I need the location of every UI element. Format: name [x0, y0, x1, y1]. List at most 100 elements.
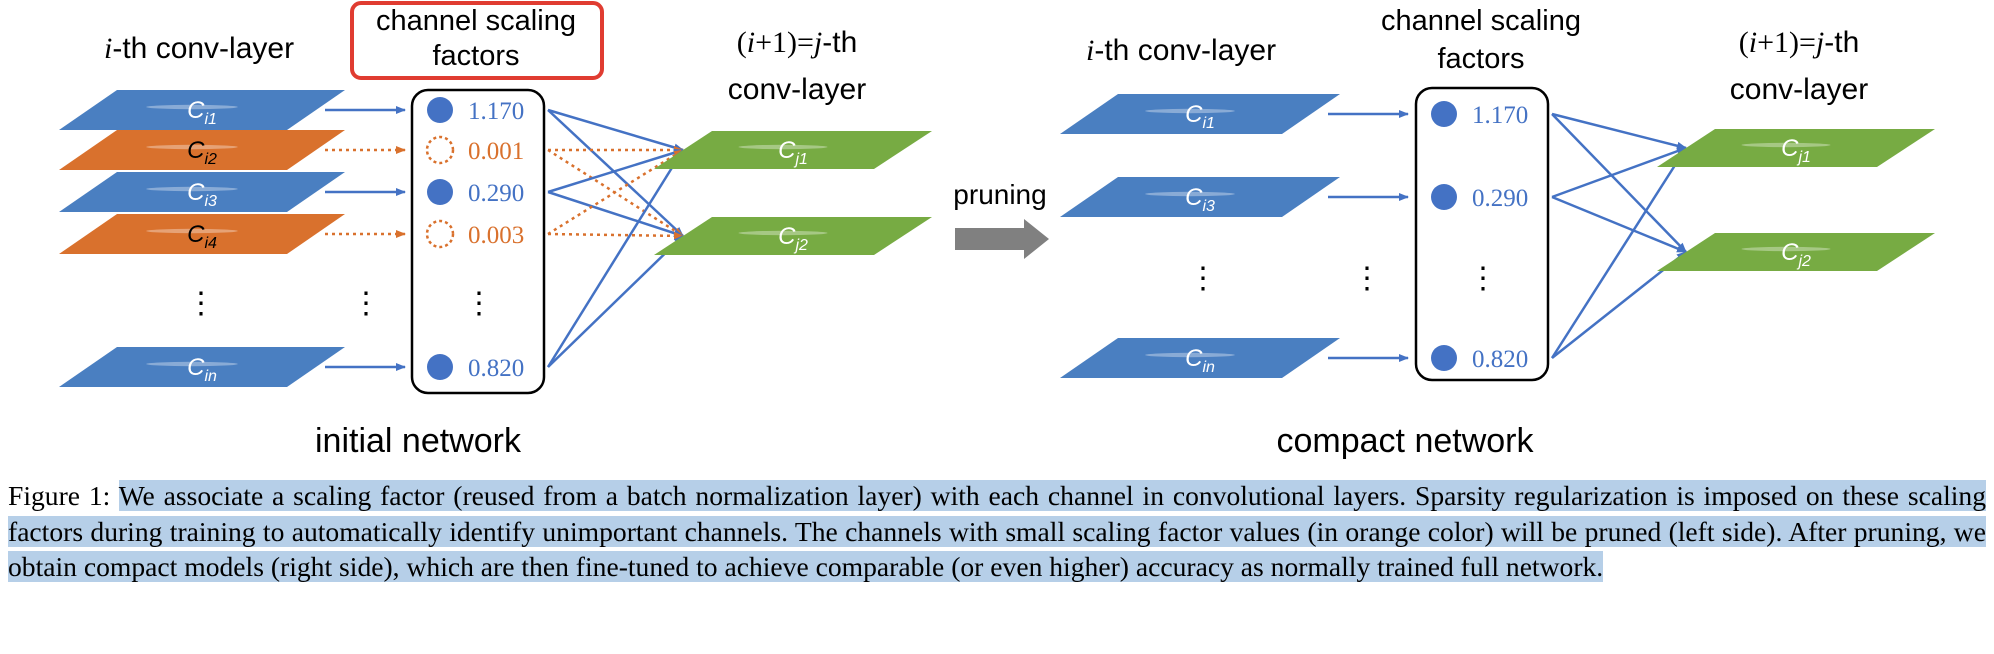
channel-label-subscript: in — [204, 368, 217, 385]
kept-factor-dot — [1431, 184, 1457, 210]
feature-map-plane — [654, 217, 932, 255]
feature-map-plane — [59, 130, 345, 170]
scaling-factor-value: 0.003 — [468, 222, 524, 249]
scaling-factor-value: 1.170 — [1472, 102, 1528, 129]
initial-layer-j-label-line1: (i+1)=j-th — [737, 26, 858, 59]
channel-label-subscript: j2 — [793, 237, 808, 254]
input-channel-plane: Ci1 — [59, 90, 345, 130]
output-channel-plane: Cj2 — [1657, 233, 1935, 271]
arrow-right-icon — [955, 219, 1049, 259]
scaling-factor-value: 0.290 — [1472, 185, 1528, 212]
channel-label-subscript: j1 — [1796, 149, 1810, 166]
input-channel-plane: Ci3 — [59, 172, 345, 212]
input-channel-plane: Ci2 — [59, 130, 345, 170]
channel-label-subscript: j1 — [793, 151, 807, 168]
compact-network-panel: i-th conv-layer channel scaling factors … — [1060, 5, 1935, 460]
pruned-factor-dot — [425, 219, 455, 249]
compact-factor-box — [1414, 86, 1550, 382]
initial-scaling-label-line2: factors — [432, 40, 519, 72]
connection-line — [547, 148, 684, 236]
feature-map-plane — [59, 214, 345, 254]
initial-layer-j-label-line2: conv-layer — [728, 73, 866, 106]
ellipsis: ⋮ — [1188, 262, 1218, 295]
connection-line — [547, 231, 684, 240]
pruning-arrow: pruning — [953, 179, 1049, 259]
connection-line — [546, 149, 685, 368]
initial-scaling-label-line1: channel scaling — [376, 5, 576, 37]
feature-map-plane — [1060, 94, 1340, 134]
ellipsis: ⋮ — [1352, 262, 1382, 295]
channel-label-subscript: i4 — [204, 235, 217, 252]
scaling-factor-value: 0.820 — [468, 355, 524, 382]
kept-factor-dot — [427, 354, 453, 380]
channel-label-base: C — [1185, 101, 1203, 128]
channel-label-base: C — [778, 223, 796, 250]
channel-label-subscript: i3 — [1202, 198, 1215, 215]
connection-line — [547, 190, 684, 238]
connection-line — [547, 148, 684, 238]
feature-map-plane — [1657, 233, 1935, 271]
caption-label: Figure 1: — [8, 480, 111, 511]
compact-scaling-label-line2: factors — [1437, 43, 1524, 75]
kept-factor-dot — [1431, 345, 1457, 371]
input-channel-plane: Ci1 — [1060, 94, 1340, 134]
highlight-box — [350, 1, 604, 80]
channel-label-base: C — [1185, 345, 1203, 372]
texture-streak — [738, 230, 828, 236]
pruned-factor-dot — [425, 135, 455, 165]
scaling-factor-value: 0.001 — [468, 138, 524, 165]
ellipsis: ⋮ — [464, 287, 494, 320]
initial-layer-i-label: i-th conv-layer — [104, 32, 294, 65]
initial-network-title: initial network — [315, 422, 522, 460]
channel-label: Cj2 — [778, 223, 808, 254]
channel-label: Cj2 — [1781, 239, 1811, 270]
channel-label: Ci2 — [187, 137, 217, 168]
channel-label-base: C — [187, 221, 205, 248]
connection-line — [1550, 147, 1688, 359]
channel-label-base: C — [187, 179, 205, 206]
initial-factor-box — [410, 88, 546, 395]
feature-map-plane — [59, 90, 345, 130]
initial-network-panel: i-th conv-layer channel scaling factors … — [59, 1, 932, 460]
compact-network-title: compact network — [1277, 422, 1535, 460]
channel-label: Ci1 — [1185, 101, 1215, 132]
feature-map-plane — [59, 347, 345, 387]
feature-map-plane — [1060, 177, 1340, 217]
feature-map-plane — [654, 131, 932, 169]
texture-streak — [1145, 191, 1235, 197]
channel-label: Ci3 — [187, 179, 217, 210]
compact-layer-i-label: i-th conv-layer — [1086, 34, 1276, 67]
output-channel-plane: Cj1 — [1657, 129, 1935, 167]
connection-line — [547, 108, 684, 152]
channel-label-subscript: i3 — [204, 193, 217, 210]
caption-text: We associate a scaling factor (reused fr… — [8, 480, 1987, 582]
kept-factor-dot — [1431, 101, 1457, 127]
channel-label-base: C — [1781, 135, 1799, 162]
output-channel-plane: Cj1 — [654, 131, 932, 169]
texture-streak — [146, 104, 238, 110]
pruning-label: pruning — [953, 179, 1046, 210]
channel-label-base: C — [1185, 184, 1203, 211]
channel-label: Cin — [187, 354, 217, 385]
feature-map-plane — [1060, 338, 1340, 378]
channel-label-base: C — [187, 97, 205, 124]
connection-line — [1551, 146, 1687, 199]
channel-label: Cj1 — [778, 137, 808, 168]
channel-label: Ci3 — [1185, 184, 1215, 215]
channel-label-base: C — [187, 137, 205, 164]
kept-factor-dot — [427, 179, 453, 205]
scaling-factor-value: 0.290 — [468, 180, 524, 207]
ellipsis: ⋮ — [186, 287, 216, 320]
connection-line — [1551, 113, 1687, 253]
channel-label-subscript: in — [1202, 359, 1215, 376]
texture-streak — [146, 228, 238, 234]
connection-line — [1551, 112, 1687, 150]
scaling-factor-value: 1.170 — [468, 98, 524, 125]
texture-streak — [1741, 246, 1831, 252]
ellipsis: ⋮ — [1468, 262, 1498, 295]
texture-streak — [1145, 108, 1235, 114]
channel-label-subscript: i2 — [204, 151, 217, 168]
texture-streak — [1741, 142, 1831, 148]
texture-streak — [1145, 352, 1235, 358]
feature-map-plane — [1657, 129, 1935, 167]
